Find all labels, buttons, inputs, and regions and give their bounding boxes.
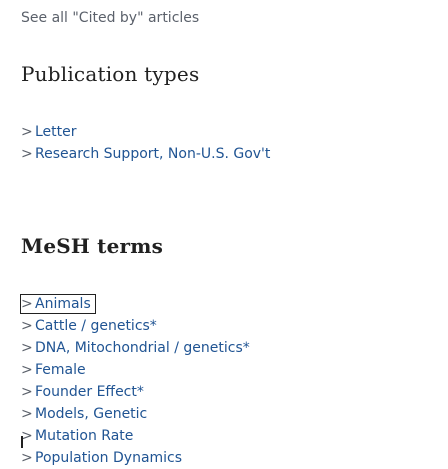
- mesh-term-focus-box[interactable]: > Animals: [20, 294, 96, 314]
- mesh-term-item[interactable]: > Mutation Rate: [21, 425, 250, 447]
- chevron-right-icon: >: [21, 428, 33, 444]
- mesh-term-item[interactable]: > DNA, Mitochondrial / genetics*: [21, 337, 250, 359]
- chevron-right-icon: >: [21, 384, 33, 400]
- chevron-right-icon: >: [21, 450, 33, 466]
- mesh-term-item[interactable]: > Animals: [20, 293, 250, 315]
- chevron-right-icon: >: [21, 406, 33, 422]
- chevron-right-icon: >: [21, 124, 33, 140]
- mesh-term-link[interactable]: Female: [35, 362, 86, 378]
- chevron-right-icon: >: [21, 318, 33, 334]
- chevron-right-icon: >: [21, 362, 33, 378]
- mesh-term-item[interactable]: > Population Dynamics: [21, 447, 250, 469]
- mesh-term-link[interactable]: DNA, Mitochondrial / genetics*: [35, 340, 250, 356]
- publication-type-link[interactable]: Letter: [35, 124, 77, 140]
- mesh-term-link[interactable]: Population Dynamics: [35, 450, 183, 466]
- mesh-term-item[interactable]: > Founder Effect*: [21, 381, 250, 403]
- chevron-right-icon: >: [21, 340, 33, 356]
- mesh-term-link[interactable]: Founder Effect*: [35, 384, 144, 400]
- mesh-terms-heading: MeSH terms: [21, 234, 164, 258]
- publication-types-list: > Letter > Research Support, Non-U.S. Go…: [21, 121, 270, 165]
- publication-type-link[interactable]: Research Support, Non-U.S. Gov't: [35, 146, 271, 162]
- mesh-term-link[interactable]: Mutation Rate: [35, 428, 134, 444]
- publication-types-heading: Publication types: [21, 62, 200, 86]
- mesh-term-link[interactable]: Animals: [35, 296, 91, 312]
- mesh-term-item[interactable]: > Models, Genetic: [21, 403, 250, 425]
- mesh-term-item[interactable]: > Cattle / genetics*: [21, 315, 250, 337]
- next-section-heading-partial: [21, 436, 23, 448]
- chevron-right-icon: >: [21, 296, 33, 312]
- publication-type-item[interactable]: > Letter: [21, 121, 270, 143]
- mesh-term-link[interactable]: Cattle / genetics*: [35, 318, 157, 334]
- chevron-right-icon: >: [21, 146, 33, 162]
- mesh-terms-list: > Animals > Cattle / genetics* > DNA, Mi…: [20, 293, 250, 469]
- mesh-term-link[interactable]: Models, Genetic: [35, 406, 148, 422]
- see-all-cited-by-link[interactable]: See all "Cited by" articles: [21, 10, 200, 26]
- publication-type-item[interactable]: > Research Support, Non-U.S. Gov't: [21, 143, 270, 165]
- mesh-term-item[interactable]: > Female: [21, 359, 250, 381]
